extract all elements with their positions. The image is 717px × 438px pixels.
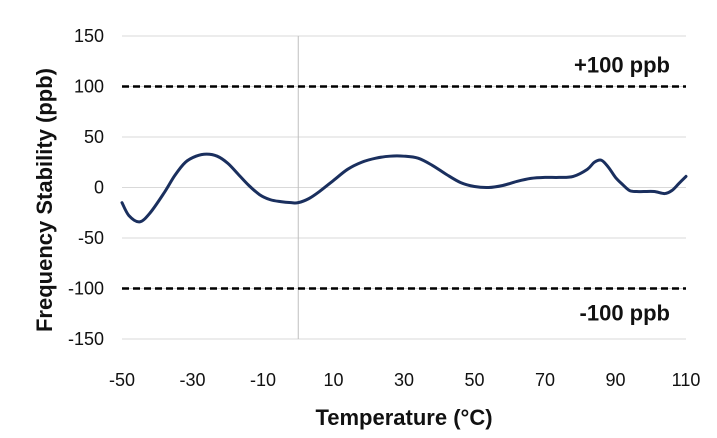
y-tick-label-5: -100 [68,279,104,299]
grid-lines [122,35,686,340]
x-tick-label-5: 50 [464,370,484,390]
x-tick-label-1: -30 [179,370,205,390]
x-tick-label-7: 90 [605,370,625,390]
x-tick-label-2: -10 [250,370,276,390]
reference-label-1: -100 ppb [580,301,670,326]
y-tick-label-4: -50 [78,228,104,248]
y-tick-label-3: 0 [94,178,104,198]
x-tick-label-3: 10 [323,370,343,390]
x-tick-label-8: 110 [672,370,701,390]
series-line-0 [120,152,688,224]
y-tick-label-0: 150 [74,26,104,46]
y-tick-label-1: 100 [74,77,104,97]
y-tick-labels: 150 100 50 0 -50 -100 -150 [68,26,104,349]
y-axis-title: Frequency Stability (ppb) [32,68,57,332]
reference-lines: +100 ppb -100 ppb [122,53,686,326]
series-layer [120,152,688,224]
x-axis-title: Temperature (°C) [315,405,492,430]
x-tick-label-4: 30 [394,370,414,390]
x-tick-labels: -50 -30 -10 10 30 50 70 90 110 [109,370,700,390]
y-tick-label-6: -150 [68,329,104,349]
x-tick-label-6: 70 [535,370,555,390]
x-tick-label-0: -50 [109,370,135,390]
y-tick-label-2: 50 [84,127,104,147]
reference-label-0: +100 ppb [574,53,670,78]
